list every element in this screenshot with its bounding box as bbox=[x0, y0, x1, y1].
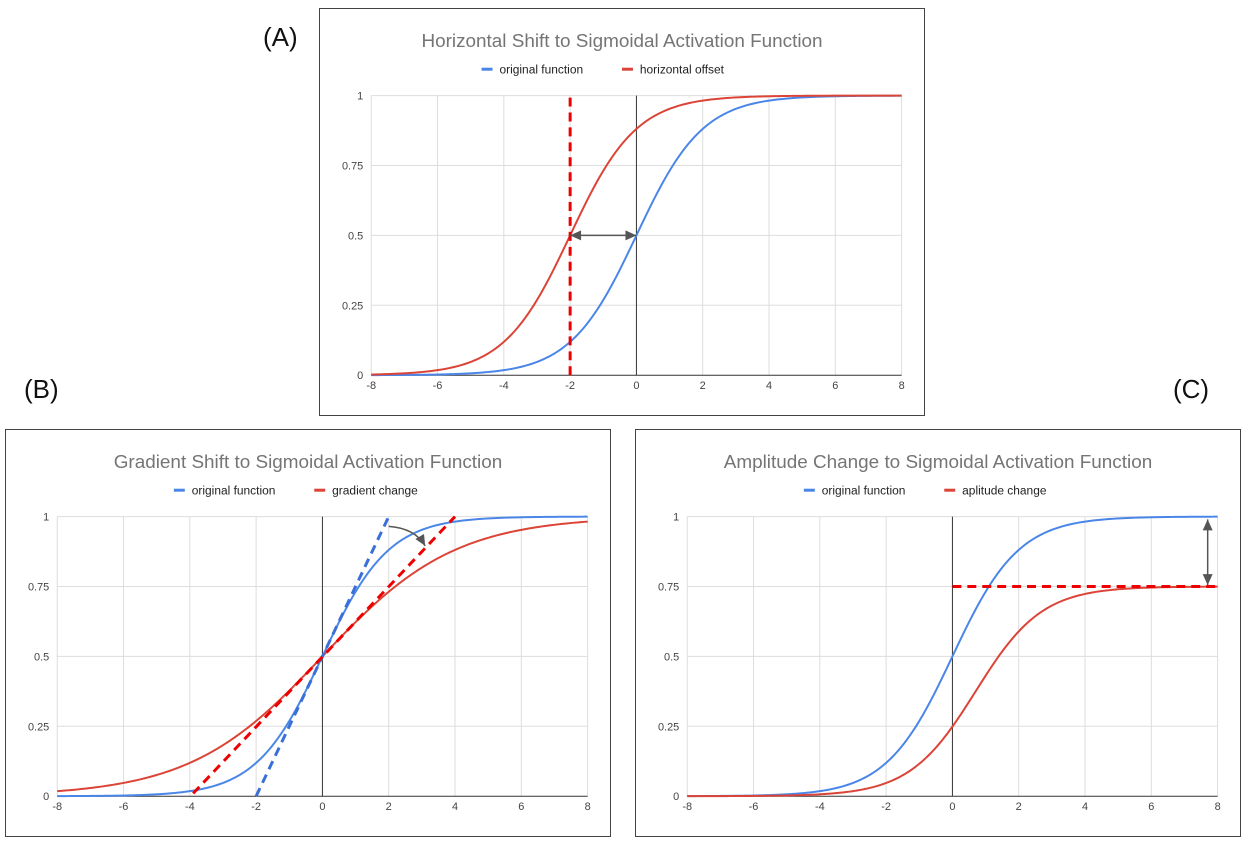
x-tick-label: -6 bbox=[119, 801, 129, 813]
chart-title: Amplitude Change to Sigmoidal Activation… bbox=[724, 452, 1152, 473]
y-tick-label: 0.75 bbox=[28, 581, 49, 593]
x-tick-label: 0 bbox=[949, 801, 955, 813]
legend-swatch-2 bbox=[622, 67, 633, 71]
legend-label-2: gradient change bbox=[332, 484, 418, 498]
panel-label-a: (A) bbox=[263, 22, 298, 52]
arrow-head-start bbox=[570, 230, 582, 241]
x-tick-label: 8 bbox=[1215, 801, 1221, 813]
y-tick-label: 0.25 bbox=[658, 721, 679, 733]
legend-swatch-2 bbox=[944, 488, 956, 492]
x-tick-label: -2 bbox=[881, 801, 891, 813]
y-tick-label: 0.25 bbox=[28, 721, 49, 733]
x-tick-label: 0 bbox=[633, 380, 639, 392]
x-tick-label: 4 bbox=[1082, 801, 1088, 813]
curved-arrow bbox=[388, 525, 426, 547]
y-tick-label: 0.75 bbox=[658, 581, 679, 593]
arrow-head bbox=[415, 533, 426, 546]
x-tick-label: 4 bbox=[452, 801, 458, 813]
x-tick-label: -4 bbox=[185, 801, 195, 813]
y-tick-label: 1 bbox=[43, 512, 49, 524]
x-tick-label: -6 bbox=[433, 380, 443, 392]
x-tick-label: -4 bbox=[499, 380, 509, 392]
arrow-head-end bbox=[625, 230, 637, 241]
y-tick-label: 0 bbox=[673, 791, 679, 803]
dashed-tangent-line-2 bbox=[192, 515, 457, 795]
x-tick-label: -6 bbox=[749, 801, 759, 813]
legend-swatch-1 bbox=[481, 67, 493, 71]
panel-label-b: (B) bbox=[24, 374, 59, 404]
y-tick-label: 0.25 bbox=[342, 300, 363, 312]
y-tick-label: 0 bbox=[43, 791, 49, 803]
gradient-shift-chart: Gradient Shift to Sigmoidal Activation F… bbox=[5, 429, 611, 837]
gridlines bbox=[686, 516, 1219, 797]
x-tick-label: -8 bbox=[366, 380, 376, 392]
x-tick-label: -8 bbox=[52, 801, 62, 813]
x-tick-label: 8 bbox=[585, 801, 591, 813]
horizontal-shift-chart: Horizontal Shift to Sigmoidal Activation… bbox=[319, 8, 925, 416]
y-tick-label: 1 bbox=[357, 91, 363, 103]
legend-label-1: original function bbox=[500, 63, 584, 77]
legend-label-2: horizontal offset bbox=[640, 63, 725, 77]
double-arrow bbox=[1202, 519, 1213, 586]
x-tick-label: 4 bbox=[766, 380, 772, 392]
x-tick-label: 2 bbox=[700, 380, 706, 392]
legend: original function horizontal offset bbox=[481, 63, 725, 77]
dashed-tangent-line-1 bbox=[254, 515, 391, 797]
chart-title: Gradient Shift to Sigmoidal Activation F… bbox=[114, 452, 503, 473]
legend: original function gradient change bbox=[173, 484, 418, 498]
x-tick-label: 6 bbox=[832, 380, 838, 392]
legend-swatch-1 bbox=[173, 488, 185, 492]
series-line-2 bbox=[371, 94, 902, 376]
x-tick-label: 0 bbox=[319, 801, 325, 813]
x-tick-label: 2 bbox=[386, 801, 392, 813]
chart-title: Horizontal Shift to Sigmoidal Activation… bbox=[421, 31, 822, 52]
x-tick-label: -2 bbox=[565, 380, 575, 392]
arrow-head-end bbox=[1202, 574, 1213, 586]
y-tick-label: 0.75 bbox=[342, 160, 363, 172]
x-tick-label: 8 bbox=[899, 380, 905, 392]
legend-label-1: original function bbox=[822, 484, 906, 498]
x-tick-label: -2 bbox=[251, 801, 261, 813]
x-tick-label: 6 bbox=[518, 801, 524, 813]
y-tick-label: 0.5 bbox=[664, 651, 679, 663]
legend-swatch-1 bbox=[803, 488, 815, 492]
panel-label-c: (C) bbox=[1173, 374, 1210, 404]
x-tick-label: -4 bbox=[815, 801, 825, 813]
amplitude-change-chart: Amplitude Change to Sigmoidal Activation… bbox=[635, 429, 1241, 837]
y-tick-label: 0.5 bbox=[348, 230, 363, 242]
legend-label-1: original function bbox=[192, 484, 276, 498]
x-tick-label: 6 bbox=[1148, 801, 1154, 813]
y-tick-label: 0.5 bbox=[34, 651, 49, 663]
y-tick-label: 1 bbox=[673, 512, 679, 524]
y-tick-label: 0 bbox=[357, 370, 363, 382]
arrow-head-start bbox=[1202, 519, 1213, 531]
legend: original function aplitude change bbox=[803, 484, 1047, 498]
legend-swatch-2 bbox=[314, 488, 326, 492]
legend-label-2: aplitude change bbox=[962, 484, 1047, 498]
x-tick-label: -8 bbox=[682, 801, 692, 813]
series-line-2 bbox=[687, 585, 1218, 798]
x-tick-label: 2 bbox=[1016, 801, 1022, 813]
double-arrow bbox=[570, 230, 637, 241]
